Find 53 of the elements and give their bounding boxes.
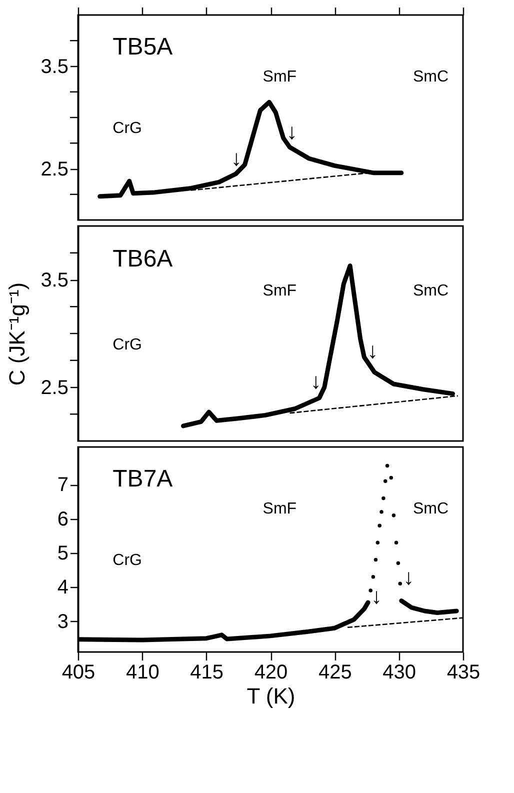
annotation: SmC xyxy=(412,282,449,300)
point xyxy=(382,496,386,500)
annotation: SmF xyxy=(262,282,297,300)
x-axis-title: T (K) xyxy=(246,684,296,708)
y-tick-label: 6 xyxy=(57,508,68,530)
y-tick-label: 7 xyxy=(57,474,68,496)
x-tick-label: 410 xyxy=(126,662,160,684)
annotation: ↓ xyxy=(403,564,414,590)
annotation: ↓ xyxy=(367,338,378,364)
point xyxy=(396,561,400,566)
annotation: CrG xyxy=(112,552,142,569)
y-tick-label: 3 xyxy=(57,610,68,633)
y-tick-label: 2.5 xyxy=(40,158,68,180)
y-tick-label: 4 xyxy=(57,576,68,599)
annotation: SmF xyxy=(262,500,297,518)
point xyxy=(368,588,372,592)
point xyxy=(385,464,390,468)
x-tick-label: 430 xyxy=(382,662,416,684)
point xyxy=(378,524,382,528)
point xyxy=(376,540,380,545)
x-tick-label: 425 xyxy=(318,662,352,684)
x-tick-label: 435 xyxy=(446,662,480,684)
x-tick-label: 405 xyxy=(62,662,96,684)
point xyxy=(371,574,376,579)
text: TB5A xyxy=(112,34,173,60)
y-tick-label: 3.5 xyxy=(40,56,68,78)
line-series xyxy=(399,598,459,615)
x-tick-label: 420 xyxy=(254,662,288,684)
x-tick-label: 415 xyxy=(190,662,224,684)
point xyxy=(394,540,398,545)
annotation: CrG xyxy=(112,336,142,354)
annotation: SmF xyxy=(262,68,297,86)
annotation: ↓ xyxy=(310,368,322,394)
annotation: SmC xyxy=(412,500,449,518)
line-series xyxy=(98,100,404,199)
annotation: ↓ xyxy=(286,119,298,144)
annotation: SmC xyxy=(412,68,449,86)
annotation: ↓ xyxy=(230,146,242,171)
text: TB7A xyxy=(112,466,173,492)
point xyxy=(389,476,394,480)
point xyxy=(383,479,388,484)
point xyxy=(398,582,402,586)
annotation: ↓ xyxy=(371,583,382,608)
point xyxy=(374,558,378,562)
text: TB6A xyxy=(112,246,173,272)
y-tick-label: 5 xyxy=(57,542,68,564)
point xyxy=(380,510,384,514)
point xyxy=(392,513,396,518)
line-series xyxy=(180,264,455,428)
y-tick-label: 3.5 xyxy=(40,269,68,292)
y-axis-title: C (JK⁻¹g⁻¹) xyxy=(4,282,30,386)
y-tick-label: 2.5 xyxy=(40,376,68,399)
annotation: CrG xyxy=(112,120,142,137)
